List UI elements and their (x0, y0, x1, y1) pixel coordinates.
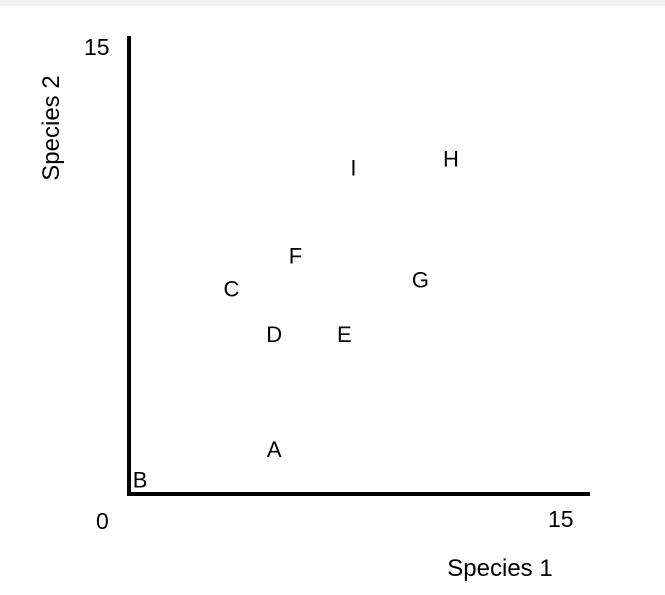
y-axis-title: Species 2 (38, 75, 65, 180)
point-label-b: B (133, 467, 148, 492)
point-label-i: I (350, 156, 356, 181)
top-strip (0, 0, 665, 6)
point-label-g: G (412, 268, 429, 293)
point-label-f: F (289, 243, 302, 268)
x-axis-title: Species 1 (447, 555, 552, 582)
point-label-h: H (443, 147, 459, 172)
point-label-d: D (266, 322, 282, 347)
point-label-c: C (224, 277, 240, 302)
x-tick-max: 15 (548, 506, 574, 532)
points-layer: A B C D E F G H I (133, 147, 459, 493)
point-label-a: A (267, 437, 282, 462)
x-tick-min: 0 (96, 508, 109, 534)
point-label-e: E (337, 322, 352, 347)
y-tick-max: 15 (84, 34, 110, 60)
